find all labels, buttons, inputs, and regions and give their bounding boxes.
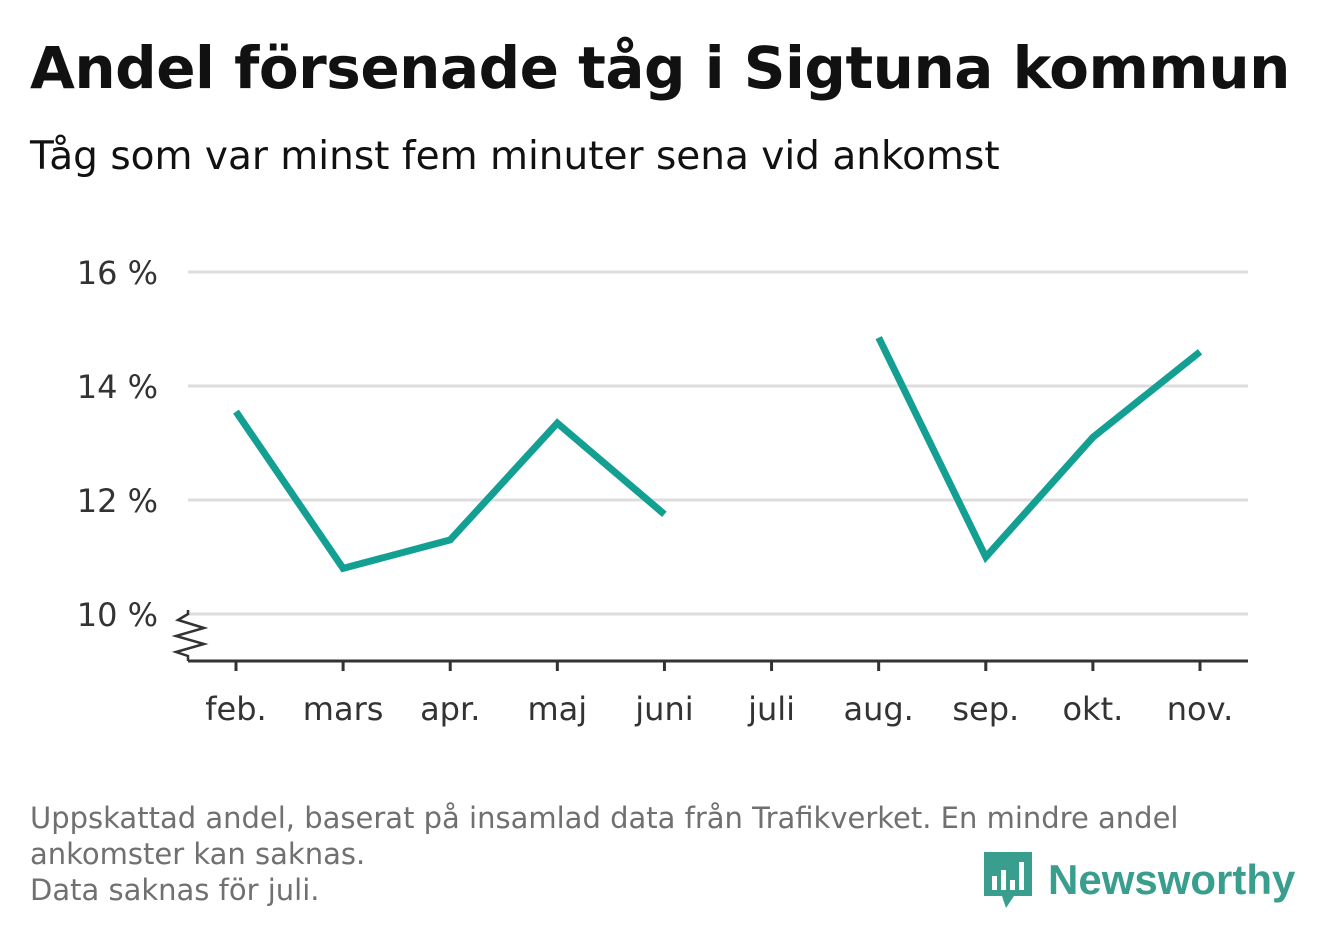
y-axis-tick-labels: 10 % 12 % 14 % 16 % (77, 254, 158, 634)
x-tick-label-8: okt. (1062, 690, 1123, 728)
gridlines (188, 270, 1248, 616)
logo-text: Newsworthy (1048, 856, 1296, 903)
y-tick-label-14: 14 % (77, 368, 158, 406)
newsworthy-bar-chart-icon (984, 852, 1032, 908)
y-axis-break-marker (171, 610, 209, 661)
newsworthy-logo: Newsworthy (980, 848, 1295, 912)
footnote-line-3: Data saknas för juli. (30, 873, 320, 907)
data-series (233, 336, 1203, 573)
y-tick-label-12: 12 % (77, 482, 158, 520)
x-tick-label-2: apr. (420, 690, 480, 728)
footnote: Uppskattad andel, baserat på insamlad da… (30, 800, 1280, 908)
chart-title: Andel försenade tåg i Sigtuna kommun (30, 34, 1290, 102)
y-tick-label-16: 16 % (77, 254, 158, 292)
x-tick-label-6: aug. (843, 690, 913, 728)
x-tick-label-1: mars (303, 690, 384, 728)
footnote-line-2: ankomster kan saknas. (30, 837, 366, 871)
x-tick-label-9: nov. (1167, 690, 1233, 728)
x-tick-label-3: maj (527, 690, 587, 728)
x-axis (171, 610, 1248, 671)
x-axis-tick-labels: feb. mars apr. maj juni juli aug. sep. okt. nov. (205, 690, 1233, 728)
series-line-segment-0 (233, 409, 667, 573)
chart-subtitle: Tåg som var minst fem minuter sena vid a… (30, 134, 1000, 179)
x-tick-label-4: juni (634, 690, 693, 728)
y-tick-label-10: 10 % (77, 596, 158, 634)
footnote-line-1: Uppskattad andel, baserat på insamlad da… (30, 801, 1179, 835)
x-tick-label-5: juli (747, 690, 795, 728)
x-tick-label-0: feb. (205, 690, 266, 728)
x-tick-label-7: sep. (952, 690, 1019, 728)
series-line-segment-1 (875, 336, 1203, 564)
